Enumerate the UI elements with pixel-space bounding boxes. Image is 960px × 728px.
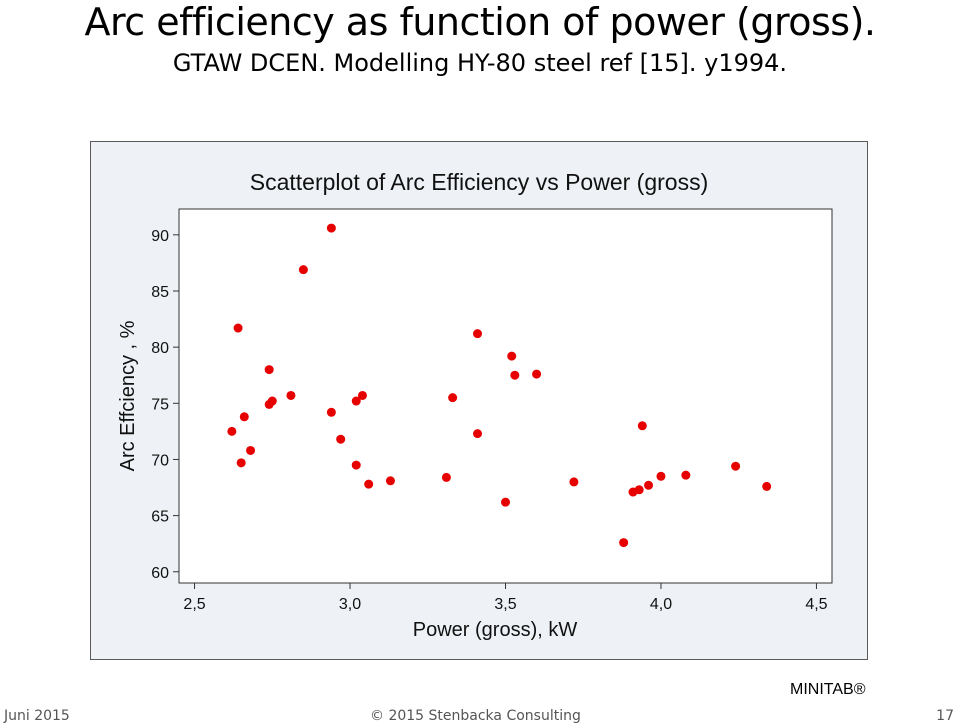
footer-copyright: © 2015 Stenbacka Consulting <box>370 708 581 724</box>
x-tick-label: 3,0 <box>339 596 361 613</box>
x-tick-label: 3,5 <box>494 596 516 613</box>
x-tick-label: 4,5 <box>805 596 827 613</box>
x-tick-label: 2,5 <box>183 596 205 613</box>
y-tick-label: 85 <box>151 284 169 301</box>
data-point <box>326 223 336 233</box>
data-point <box>364 479 374 489</box>
data-point <box>473 329 483 339</box>
data-point <box>286 390 296 400</box>
y-tick-label: 65 <box>151 509 169 526</box>
data-point <box>619 538 629 548</box>
data-point <box>357 390 367 400</box>
data-points <box>227 223 772 548</box>
data-point <box>731 461 741 471</box>
slide-title-line1: Arc efficiency as function of power (gro… <box>84 0 876 44</box>
data-point <box>385 476 395 486</box>
data-point <box>239 412 249 422</box>
data-point <box>656 471 666 481</box>
data-point <box>351 396 361 406</box>
x-axis-label: Power (gross), kW <box>413 619 578 641</box>
y-tick-label: 60 <box>151 565 169 582</box>
plot-area <box>178 208 833 584</box>
data-point <box>681 470 691 480</box>
x-axis: 2,5 3,0 3,5 4,0 4,5 <box>183 583 828 613</box>
x-tick-label: 4,0 <box>650 596 672 613</box>
data-point <box>441 472 451 482</box>
y-tick-label: 80 <box>151 340 169 357</box>
slide-title-line2: GTAW DCEN. Modelling HY-80 steel ref [15… <box>172 49 788 77</box>
y-axis-label: Arc Effciency , % <box>117 320 139 471</box>
y-axis: 60 65 70 75 80 85 90 <box>151 228 179 582</box>
data-point <box>233 323 243 333</box>
data-point <box>637 421 647 431</box>
chart-title: Scatterplot of Arc Efficiency vs Power (… <box>250 169 708 195</box>
data-point <box>762 481 772 491</box>
data-point <box>507 351 517 361</box>
data-point <box>634 485 644 495</box>
data-point <box>510 370 520 380</box>
data-point <box>246 445 256 455</box>
data-point <box>336 434 346 444</box>
software-label: MINITAB® <box>790 681 866 698</box>
footer-date: Juni 2015 <box>4 708 70 724</box>
data-point <box>267 396 277 406</box>
y-tick-label: 90 <box>151 228 169 245</box>
data-point <box>644 480 654 490</box>
data-point <box>326 407 336 417</box>
data-point <box>298 265 308 275</box>
data-point <box>532 369 542 379</box>
data-point <box>448 393 458 403</box>
data-point <box>236 458 246 468</box>
scatterplot: Scatterplot of Arc Efficiency vs Power (… <box>117 169 833 641</box>
data-point <box>501 497 510 507</box>
data-point <box>569 477 579 487</box>
footer-page-number: 17 <box>936 708 954 724</box>
data-point <box>351 460 361 470</box>
y-tick-label: 75 <box>151 396 169 413</box>
chart-frame: Scatterplot of Arc Efficiency vs Power (… <box>90 141 868 660</box>
y-tick-label: 70 <box>151 452 169 469</box>
slide-title: Arc efficiency as function of power (gro… <box>0 0 960 78</box>
data-point <box>227 426 237 436</box>
data-point <box>473 429 483 439</box>
data-point <box>264 365 274 375</box>
